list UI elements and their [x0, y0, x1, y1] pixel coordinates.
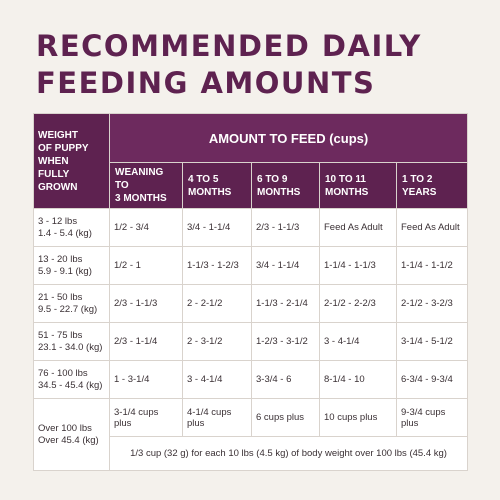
age-header-row: WEANING TO 3 MONTHS 4 TO 5 MONTHS 6 TO 9… — [34, 162, 469, 209]
weight-cell: 21 - 50 lbs 9.5 - 22.7 (kg) — [33, 284, 110, 323]
table-row: Over 100 lbs Over 45.4 (kg) 3-1/4 cups p… — [33, 398, 469, 471]
weight-kg: Over 45.4 (kg) — [38, 434, 99, 446]
amount-cell: 2 - 2-1/2 — [182, 284, 252, 323]
header-text-line: WHEN — [38, 155, 69, 167]
amount-cell: 1-2/3 - 3-1/2 — [251, 322, 320, 361]
header-text-line: YEARS — [402, 186, 437, 198]
header-text-line: MONTHS — [257, 186, 301, 198]
table-row: 76 - 100 lbs 34.5 - 45.4 (kg) 1 - 3-1/4 … — [33, 360, 469, 399]
header-text-line: OF PUPPY — [38, 142, 89, 154]
column-header-6-9-months: 6 TO 9 MONTHS — [251, 162, 320, 209]
header-text-line: FULLY — [38, 168, 70, 180]
weight-lbs: 13 - 20 lbs — [38, 253, 83, 265]
amount-cell: 1/2 - 3/4 — [109, 208, 183, 247]
header-text-line: MONTHS — [188, 186, 232, 198]
amount-to-feed-header: AMOUNT TO FEED (cups) — [108, 113, 469, 163]
header-text-line: WEIGHT — [38, 129, 78, 141]
amount-cell: 4-1/4 cups plus — [182, 398, 252, 437]
weight-lbs: 21 - 50 lbs — [38, 291, 83, 303]
weight-kg: 34.5 - 45.4 (kg) — [38, 379, 103, 391]
amount-cell: 6-3/4 - 9-3/4 — [395, 360, 469, 399]
weight-lbs: 51 - 75 lbs — [38, 329, 83, 341]
amount-cell: 1 - 3-1/4 — [109, 360, 183, 399]
weight-column-header: WEIGHT OF PUPPY WHEN FULLY GROWN — [33, 113, 110, 209]
title-line-1: RECOMMENDED DAILY — [36, 29, 422, 63]
weight-kg: 5.9 - 9.1 (kg) — [38, 265, 92, 277]
amount-cell: 6 cups plus — [251, 398, 320, 437]
header-text-line: MONTHS — [325, 186, 369, 198]
page-title: RECOMMENDED DAILY FEEDING AMOUNTS — [36, 28, 476, 102]
amount-cell: 9-3/4 cups plus — [395, 398, 469, 437]
weight-kg: 1.4 - 5.4 (kg) — [38, 227, 92, 239]
table-header-row: WEIGHT OF PUPPY WHEN FULLY GROWN AMOUNT … — [33, 113, 469, 209]
amount-cell: 3/4 - 1-1/4 — [251, 246, 320, 285]
amount-cell: 1/2 - 1 — [109, 246, 183, 285]
weight-cell: 13 - 20 lbs 5.9 - 9.1 (kg) — [33, 246, 110, 285]
amount-cell: 2 - 3-1/2 — [182, 322, 252, 361]
amount-cell: 8-1/4 - 10 — [319, 360, 397, 399]
amount-cell: 2/3 - 1-1/3 — [251, 208, 320, 247]
weight-kg: 23.1 - 34.0 (kg) — [38, 341, 103, 353]
amount-cell: Feed As Adult — [319, 208, 397, 247]
table-row: 13 - 20 lbs 5.9 - 9.1 (kg) 1/2 - 1 1-1/3… — [33, 246, 469, 285]
amount-cell: 1-1/3 - 1-2/3 — [182, 246, 252, 285]
amount-cell: 2/3 - 1-1/3 — [109, 284, 183, 323]
column-header-10-11-months: 10 TO 11 MONTHS — [319, 162, 397, 209]
amount-cell: 3-1/4 - 5-1/2 — [395, 322, 469, 361]
header-text-line: 3 MONTHS — [115, 193, 167, 204]
weight-cell: 76 - 100 lbs 34.5 - 45.4 (kg) — [33, 360, 110, 399]
amount-cell: Feed As Adult — [395, 208, 469, 247]
title-line-2: FEEDING AMOUNTS — [36, 66, 376, 100]
footnote-cell: 1/3 cup (32 g) for each 10 lbs (4.5 kg) … — [108, 436, 469, 471]
header-text-line: WEANING TO — [115, 167, 164, 191]
weight-lbs: Over 100 lbs — [38, 422, 92, 434]
column-header-weaning: WEANING TO 3 MONTHS — [109, 162, 183, 209]
weight-cell: 51 - 75 lbs 23.1 - 34.0 (kg) — [33, 322, 110, 361]
header-text-line: 1 TO 2 — [402, 173, 433, 185]
header-text-line: GROWN — [38, 181, 78, 193]
amount-cell: 3-1/4 cups plus — [109, 398, 183, 437]
footnote-row: 1/3 cup (32 g) for each 10 lbs (4.5 kg) … — [34, 436, 469, 471]
table-row: 21 - 50 lbs 9.5 - 22.7 (kg) 2/3 - 1-1/3 … — [33, 284, 469, 323]
amount-cell: 1-1/4 - 1-1/2 — [395, 246, 469, 285]
weight-lbs: 3 - 12 lbs — [38, 215, 78, 227]
header-text-line: 4 TO 5 — [188, 173, 219, 185]
column-header-4-5-months: 4 TO 5 MONTHS — [182, 162, 252, 209]
amount-cell: 2-1/2 - 3-2/3 — [395, 284, 469, 323]
column-header-1-2-years: 1 TO 2 YEARS — [395, 162, 469, 209]
amount-cell: 3 - 4-1/4 — [319, 322, 397, 361]
weight-cell: 3 - 12 lbs 1.4 - 5.4 (kg) — [33, 208, 110, 247]
amount-cell: 3/4 - 1-1/4 — [182, 208, 252, 247]
header-text-line: 6 TO 9 — [257, 173, 288, 185]
amount-cell: 2-1/2 - 2-2/3 — [319, 284, 397, 323]
amount-cell: 10 cups plus — [319, 398, 397, 437]
weight-kg: 9.5 - 22.7 (kg) — [38, 303, 98, 315]
weight-cell: Over 100 lbs Over 45.4 (kg) — [33, 398, 110, 471]
amount-cell: 1-1/4 - 1-1/3 — [319, 246, 397, 285]
amount-cell: 3 - 4-1/4 — [182, 360, 252, 399]
table-row: 3 - 12 lbs 1.4 - 5.4 (kg) 1/2 - 3/4 3/4 … — [33, 208, 469, 247]
amount-cell: 1-1/3 - 2-1/4 — [251, 284, 320, 323]
amount-cell: 3-3/4 - 6 — [251, 360, 320, 399]
table-row: 51 - 75 lbs 23.1 - 34.0 (kg) 2/3 - 1-1/4… — [33, 322, 469, 361]
amount-cell: 2/3 - 1-1/4 — [109, 322, 183, 361]
weight-lbs: 76 - 100 lbs — [38, 367, 88, 379]
feeding-table: WEIGHT OF PUPPY WHEN FULLY GROWN AMOUNT … — [33, 113, 469, 471]
header-text-line: 10 TO 11 — [325, 173, 366, 185]
